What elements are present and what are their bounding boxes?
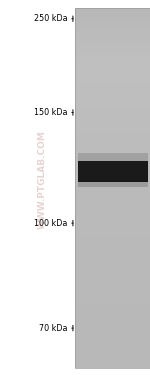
Bar bbox=[75, 8, 150, 12]
Bar bbox=[78, 161, 148, 182]
Bar bbox=[75, 142, 150, 147]
Bar bbox=[75, 124, 150, 129]
Bar bbox=[75, 358, 150, 363]
Bar bbox=[75, 93, 150, 98]
Bar bbox=[75, 138, 150, 143]
Bar bbox=[75, 318, 150, 323]
Bar bbox=[75, 152, 150, 156]
Bar bbox=[75, 206, 150, 210]
Bar bbox=[75, 354, 150, 359]
Bar bbox=[75, 296, 150, 300]
Bar bbox=[75, 192, 150, 197]
Bar bbox=[75, 304, 150, 309]
Bar bbox=[75, 129, 150, 134]
Bar bbox=[75, 350, 150, 354]
Bar bbox=[78, 153, 148, 161]
Bar bbox=[75, 224, 150, 228]
Bar bbox=[75, 84, 150, 89]
Bar bbox=[75, 188, 150, 192]
Bar bbox=[75, 201, 150, 206]
Bar bbox=[78, 180, 148, 187]
Bar bbox=[75, 278, 150, 282]
Bar bbox=[75, 80, 150, 84]
Bar bbox=[75, 340, 150, 345]
Bar bbox=[75, 309, 150, 314]
Bar bbox=[75, 336, 150, 341]
Bar bbox=[75, 30, 150, 35]
Bar bbox=[75, 62, 150, 66]
Bar bbox=[75, 26, 150, 30]
Bar bbox=[75, 322, 150, 327]
Bar bbox=[75, 147, 150, 152]
Bar bbox=[75, 232, 150, 237]
Bar bbox=[75, 39, 150, 44]
Bar bbox=[75, 174, 150, 179]
Bar bbox=[75, 237, 150, 242]
Text: WWW.PTGLAB.COM: WWW.PTGLAB.COM bbox=[38, 130, 46, 230]
Bar bbox=[75, 165, 150, 170]
Bar bbox=[75, 228, 150, 233]
Bar bbox=[75, 88, 150, 93]
Bar bbox=[75, 286, 150, 291]
Text: 70 kDa: 70 kDa bbox=[39, 324, 68, 333]
Bar bbox=[75, 332, 150, 336]
Bar bbox=[75, 255, 150, 260]
Bar bbox=[75, 300, 150, 305]
Bar bbox=[75, 102, 150, 107]
Bar bbox=[75, 268, 150, 273]
Bar bbox=[75, 116, 150, 120]
Bar bbox=[75, 21, 150, 26]
Bar bbox=[75, 134, 150, 138]
Bar bbox=[75, 314, 150, 318]
Bar bbox=[75, 66, 150, 71]
Bar bbox=[75, 291, 150, 296]
Bar bbox=[75, 111, 150, 116]
Bar bbox=[75, 44, 150, 48]
Bar bbox=[75, 34, 150, 39]
Bar bbox=[75, 178, 150, 183]
Bar bbox=[75, 327, 150, 332]
Bar bbox=[75, 16, 150, 21]
Bar bbox=[75, 106, 150, 111]
Bar bbox=[75, 219, 150, 224]
Bar bbox=[75, 75, 150, 80]
Bar bbox=[75, 70, 150, 75]
Bar bbox=[75, 48, 150, 53]
Bar bbox=[75, 160, 150, 165]
Bar bbox=[75, 170, 150, 174]
Bar bbox=[75, 183, 150, 188]
Bar bbox=[75, 120, 150, 125]
Bar bbox=[75, 251, 150, 255]
Bar bbox=[75, 196, 150, 201]
Bar bbox=[75, 345, 150, 350]
Bar bbox=[75, 363, 150, 368]
Bar bbox=[75, 282, 150, 287]
Bar bbox=[75, 260, 150, 264]
Bar bbox=[75, 210, 150, 215]
Bar bbox=[75, 242, 150, 246]
Bar bbox=[75, 98, 150, 102]
Bar bbox=[75, 8, 150, 368]
Bar bbox=[75, 53, 150, 57]
Text: 250 kDa: 250 kDa bbox=[34, 14, 68, 23]
Text: 150 kDa: 150 kDa bbox=[34, 108, 68, 117]
Bar bbox=[75, 156, 150, 161]
Text: 100 kDa: 100 kDa bbox=[34, 219, 68, 228]
Bar bbox=[75, 273, 150, 278]
Bar bbox=[75, 264, 150, 269]
Bar bbox=[75, 214, 150, 219]
Bar bbox=[75, 12, 150, 17]
Bar bbox=[75, 246, 150, 251]
Bar bbox=[75, 57, 150, 62]
